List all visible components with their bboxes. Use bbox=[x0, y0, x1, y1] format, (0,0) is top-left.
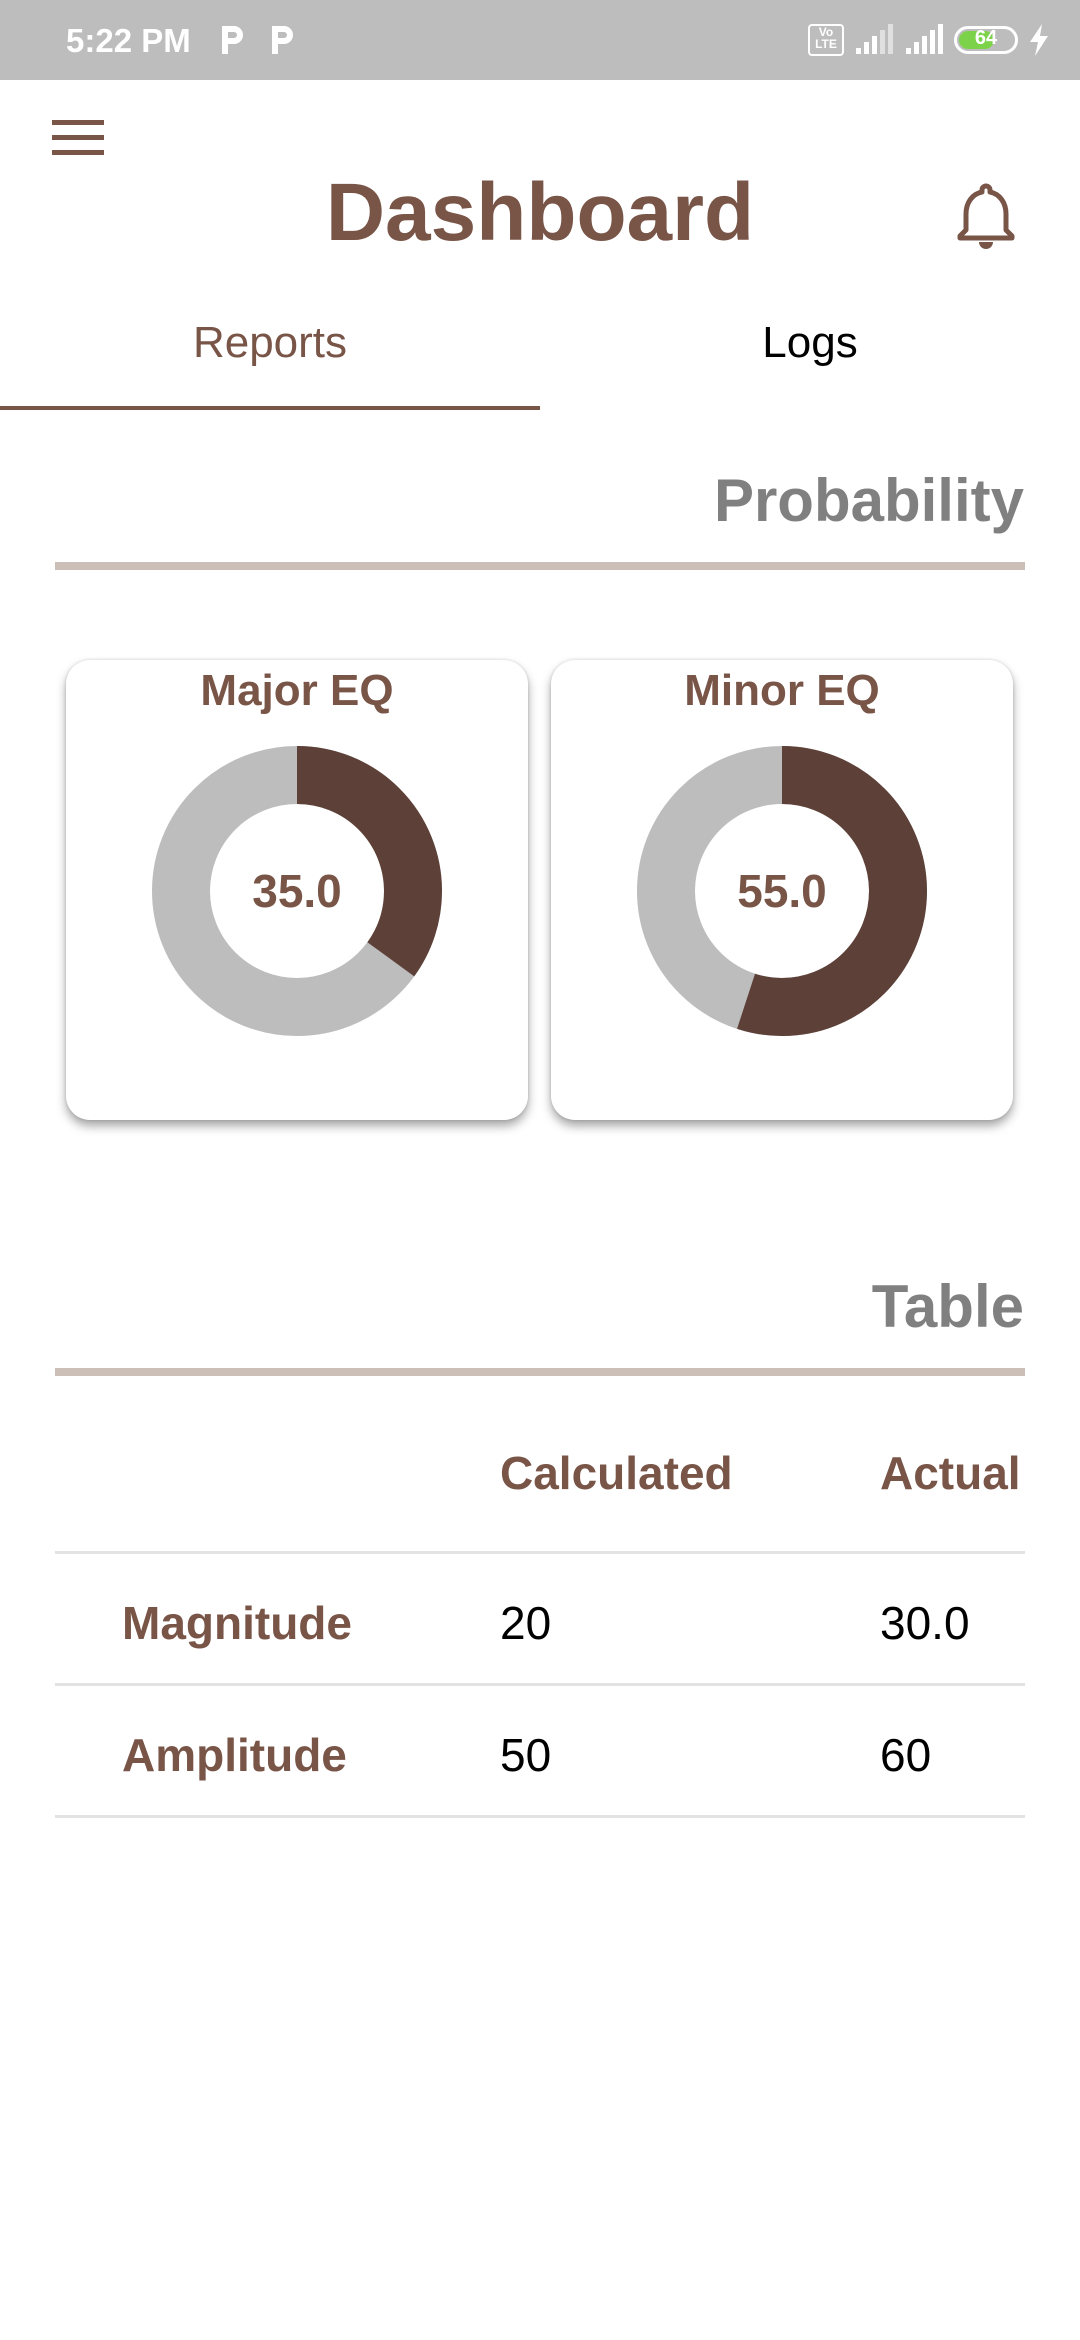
tab-indicator bbox=[0, 406, 540, 410]
cell-amplitude-calculated: 50 bbox=[500, 1729, 552, 1781]
section-divider bbox=[55, 562, 1025, 570]
row-divider bbox=[55, 1815, 1025, 1818]
card-title: Major EQ bbox=[200, 666, 394, 715]
card-title: Minor EQ bbox=[684, 666, 880, 715]
major-eq-card: Major EQ 35.0 bbox=[66, 660, 528, 1120]
minor-eq-card: Minor EQ 55.0 bbox=[551, 660, 1013, 1120]
signal-icon bbox=[856, 24, 893, 54]
status-bar: 5:22 PM Vo LTE 64 bbox=[0, 0, 1080, 80]
charging-icon bbox=[1030, 24, 1048, 56]
cell-amplitude-actual: 60 bbox=[880, 1729, 932, 1781]
section-title-probability: Probability bbox=[713, 467, 1024, 534]
status-time: 5:22 PM bbox=[66, 22, 191, 59]
donut-segment bbox=[637, 746, 927, 1036]
signal-icon bbox=[906, 24, 943, 54]
row-divider bbox=[55, 1683, 1025, 1686]
battery-fill bbox=[959, 31, 994, 49]
column-header-calculated: Calculated bbox=[500, 1447, 733, 1499]
donut-value: 55.0 bbox=[737, 865, 827, 917]
column-header-actual: Actual bbox=[880, 1447, 1021, 1499]
section-title-table: Table bbox=[871, 1273, 1024, 1340]
battery-level: 64 bbox=[974, 27, 998, 49]
row-divider bbox=[55, 1551, 1025, 1554]
hamburger-menu-icon[interactable] bbox=[52, 118, 104, 158]
tab-logs[interactable]: Logs bbox=[762, 318, 858, 367]
page-title: Dashboard bbox=[325, 167, 755, 258]
section-divider bbox=[55, 1368, 1025, 1376]
battery-icon: 64 bbox=[954, 26, 1018, 54]
parking-icon bbox=[222, 26, 243, 54]
minor-eq-donut: 55.0 bbox=[637, 746, 927, 1036]
major-eq-donut: 35.0 bbox=[152, 746, 442, 1036]
cell-magnitude-calculated: 20 bbox=[500, 1597, 552, 1649]
status-indicators: Vo LTE 64 bbox=[808, 18, 1050, 62]
cell-magnitude-actual: 30.0 bbox=[880, 1597, 970, 1649]
parking-icon bbox=[272, 26, 293, 54]
row-label-magnitude: Magnitude bbox=[122, 1597, 352, 1649]
donut-segment bbox=[152, 746, 442, 1036]
volte-badge: Vo LTE bbox=[808, 24, 844, 56]
tab-reports[interactable]: Reports bbox=[192, 318, 348, 367]
donut-value: 35.0 bbox=[252, 865, 342, 917]
bell-icon[interactable] bbox=[954, 180, 1018, 254]
row-label-amplitude: Amplitude bbox=[122, 1729, 347, 1781]
